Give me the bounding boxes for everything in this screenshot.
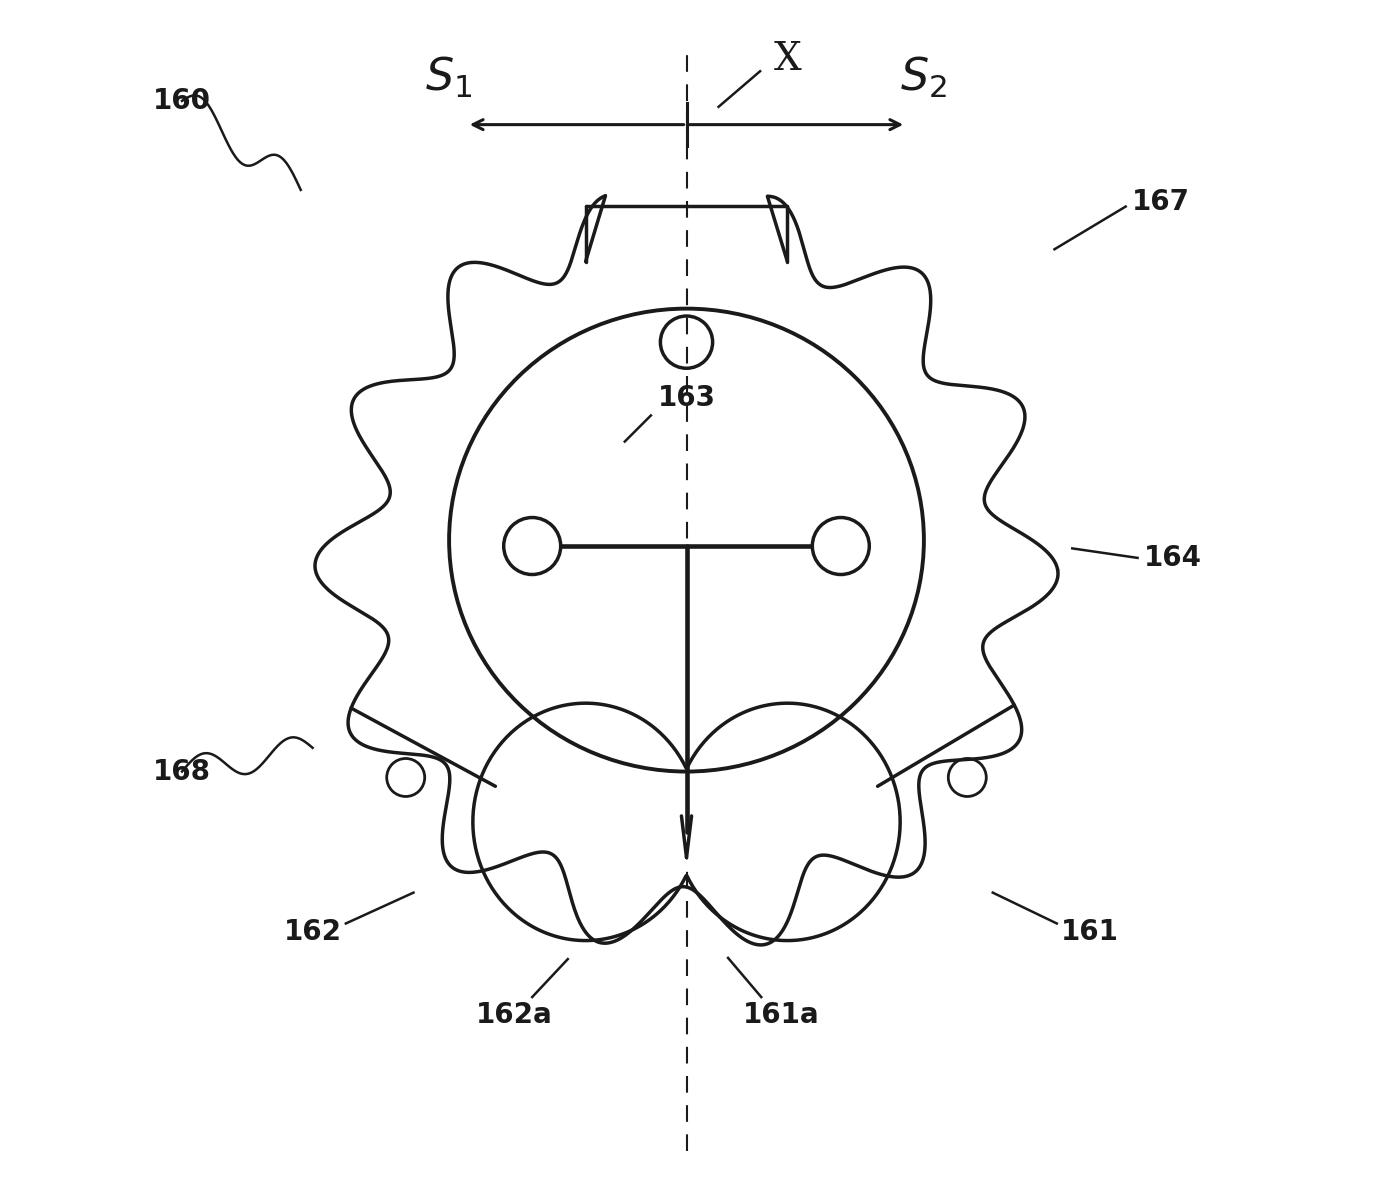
Text: 161: 161 [1061,918,1119,946]
Circle shape [504,518,560,575]
Text: 160: 160 [152,87,211,115]
Text: 168: 168 [152,757,211,786]
Text: 161a: 161a [743,1001,820,1029]
Text: 167: 167 [1133,188,1190,216]
Text: X: X [773,40,802,78]
Text: $S_2$: $S_2$ [901,55,947,100]
Text: 162a: 162a [476,1001,553,1029]
Circle shape [813,518,869,575]
Text: 164: 164 [1144,544,1203,572]
Text: 162: 162 [284,918,342,946]
Text: $S_1$: $S_1$ [426,55,472,100]
Text: 163: 163 [658,383,715,412]
